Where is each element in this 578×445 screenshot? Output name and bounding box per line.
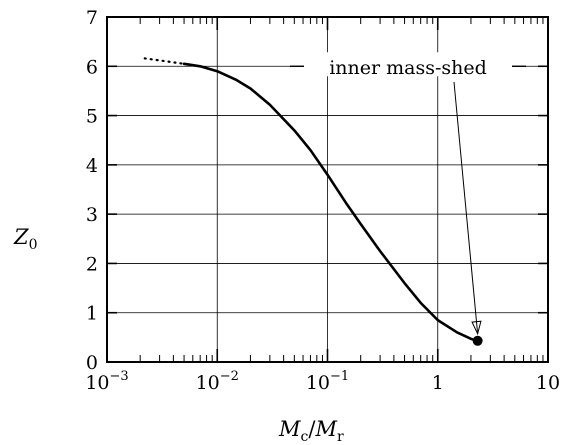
y-axis-label: Z0 [13, 225, 38, 253]
x-tick-label: 1 [432, 372, 444, 394]
annotation-label-bg [304, 52, 512, 77]
y-tick-label: 6 [86, 56, 98, 78]
x-axis-label-den-sub: r [337, 429, 344, 445]
y-tick-label: 0 [86, 352, 98, 374]
x-tick-label-base: 10 [536, 372, 560, 394]
y-axis-label-main: Z [13, 225, 29, 249]
plot-frame [106, 16, 549, 363]
x-tick-label-base: 10 [196, 372, 220, 394]
y-tick-label: 4 [86, 155, 98, 177]
x-tick-labels: 10−3 10−2 10−1 1 10 [85, 369, 560, 394]
series-line-dotted [143, 57, 186, 65]
y-tick-label: 3 [86, 204, 98, 226]
annotation-arrow-head [471, 320, 482, 336]
series-line [182, 62, 479, 343]
y-tick-label: 1 [86, 303, 98, 325]
y-axis-label-sub: 0 [29, 237, 38, 253]
x-tick-label: 10−2 [196, 369, 239, 394]
x-axis-label-main: M [278, 417, 301, 441]
data-series [143, 57, 483, 346]
x-tick-label-base: 10 [85, 372, 109, 394]
x-tick-label-base: 1 [432, 372, 444, 394]
y-tick-label: 7 [86, 7, 98, 29]
x-tick-label: 10 [536, 372, 560, 394]
x-tick-label-base: 10 [306, 372, 330, 394]
annotation: inner mass-shed [290, 52, 526, 336]
y-tick-label: 2 [86, 253, 98, 275]
x-tick-label-exponent: −2 [220, 369, 239, 384]
x-tick-label-exponent: −3 [110, 369, 129, 384]
y-tick-labels: 0 1 2 3 4 5 6 7 [86, 7, 98, 374]
y-tick-label: 5 [86, 106, 98, 128]
x-axis-label-sep: / [308, 417, 316, 441]
annotation-arrow-line [453, 81, 479, 334]
x-axis-label: Mc/Mr [278, 417, 344, 445]
x-tick-label: 10−1 [306, 369, 349, 394]
endpoint-marker [472, 335, 483, 346]
x-tick-label: 10−3 [85, 369, 128, 394]
x-axis-label-den: M [314, 417, 337, 441]
x-axis-label-main-sub: c [301, 429, 309, 445]
x-tick-label-exponent: −1 [330, 369, 349, 384]
annotation-label: inner mass-shed [329, 57, 487, 79]
